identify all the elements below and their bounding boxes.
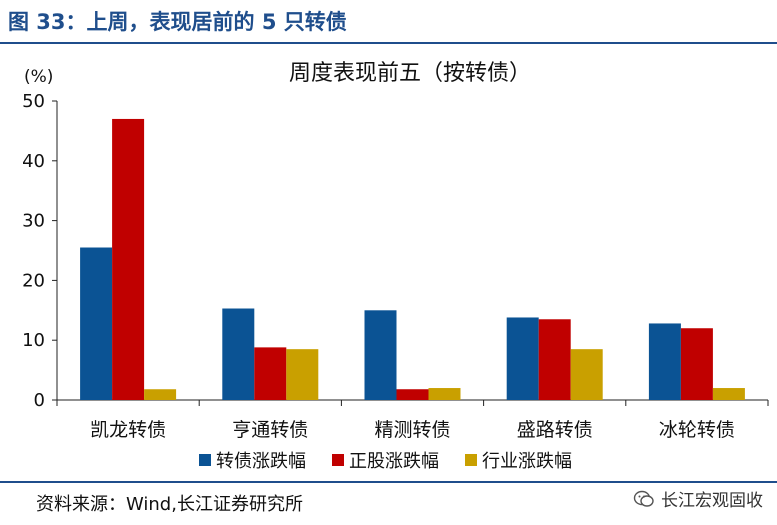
- x-tick-label: 亨通转债: [232, 419, 308, 441]
- legend-swatch-stock: [332, 454, 344, 466]
- bar: [428, 388, 461, 400]
- source-rule: [0, 481, 777, 483]
- bar-chart: 周度表现前五（按转债） (%) 0 10 20 30 40 50 凯龙转债 亨通转债 精测转债 盛…: [22, 61, 769, 472]
- chart-title: 周度表现前五（按转债）: [289, 61, 531, 86]
- title-rule: [0, 42, 777, 44]
- bar: [538, 319, 571, 400]
- x-tick-label: 精测转债: [374, 419, 450, 441]
- y-tick-label: 50: [22, 91, 45, 112]
- x-tick-label: 盛路转债: [517, 419, 593, 441]
- bar: [144, 389, 177, 400]
- bar: [112, 118, 145, 400]
- y-tick-label: 40: [22, 151, 45, 172]
- wechat-icon: [633, 490, 654, 507]
- bar: [712, 388, 745, 400]
- legend-swatch-industry: [465, 454, 477, 466]
- bar: [570, 349, 603, 400]
- y-tick-label: 0: [34, 390, 45, 411]
- source-note: 资料来源：Wind,长江证券研究所: [36, 494, 303, 515]
- legend-label-bond: 转债涨跌幅: [216, 451, 306, 472]
- y-axis-unit-label: (%): [24, 67, 53, 87]
- figure-title: 图 33：上周，表现居前的 5 只转债: [8, 10, 347, 34]
- y-tick-label: 30: [22, 211, 45, 232]
- bar: [648, 323, 681, 400]
- bar: [286, 349, 319, 400]
- legend-label-stock: 正股涨跌幅: [349, 451, 439, 472]
- legend-label-industry: 行业涨跌幅: [482, 451, 572, 472]
- bar: [222, 308, 255, 400]
- x-tick-label: 凯龙转债: [90, 419, 166, 441]
- bar: [396, 389, 429, 400]
- x-tick-label: 冰轮转债: [659, 419, 735, 441]
- bar: [506, 317, 539, 400]
- bar: [680, 328, 713, 400]
- bar: [80, 247, 113, 400]
- bar: [254, 347, 287, 400]
- watermark-text: 长江宏观固收: [661, 491, 763, 511]
- watermark: 长江宏观固收: [633, 486, 763, 511]
- legend-swatch-bond: [199, 454, 211, 466]
- y-tick-label: 10: [22, 330, 45, 351]
- y-tick-label: 20: [22, 270, 45, 291]
- bar: [364, 310, 397, 400]
- legend: 转债涨跌幅 正股涨跌幅 行业涨跌幅: [199, 451, 572, 472]
